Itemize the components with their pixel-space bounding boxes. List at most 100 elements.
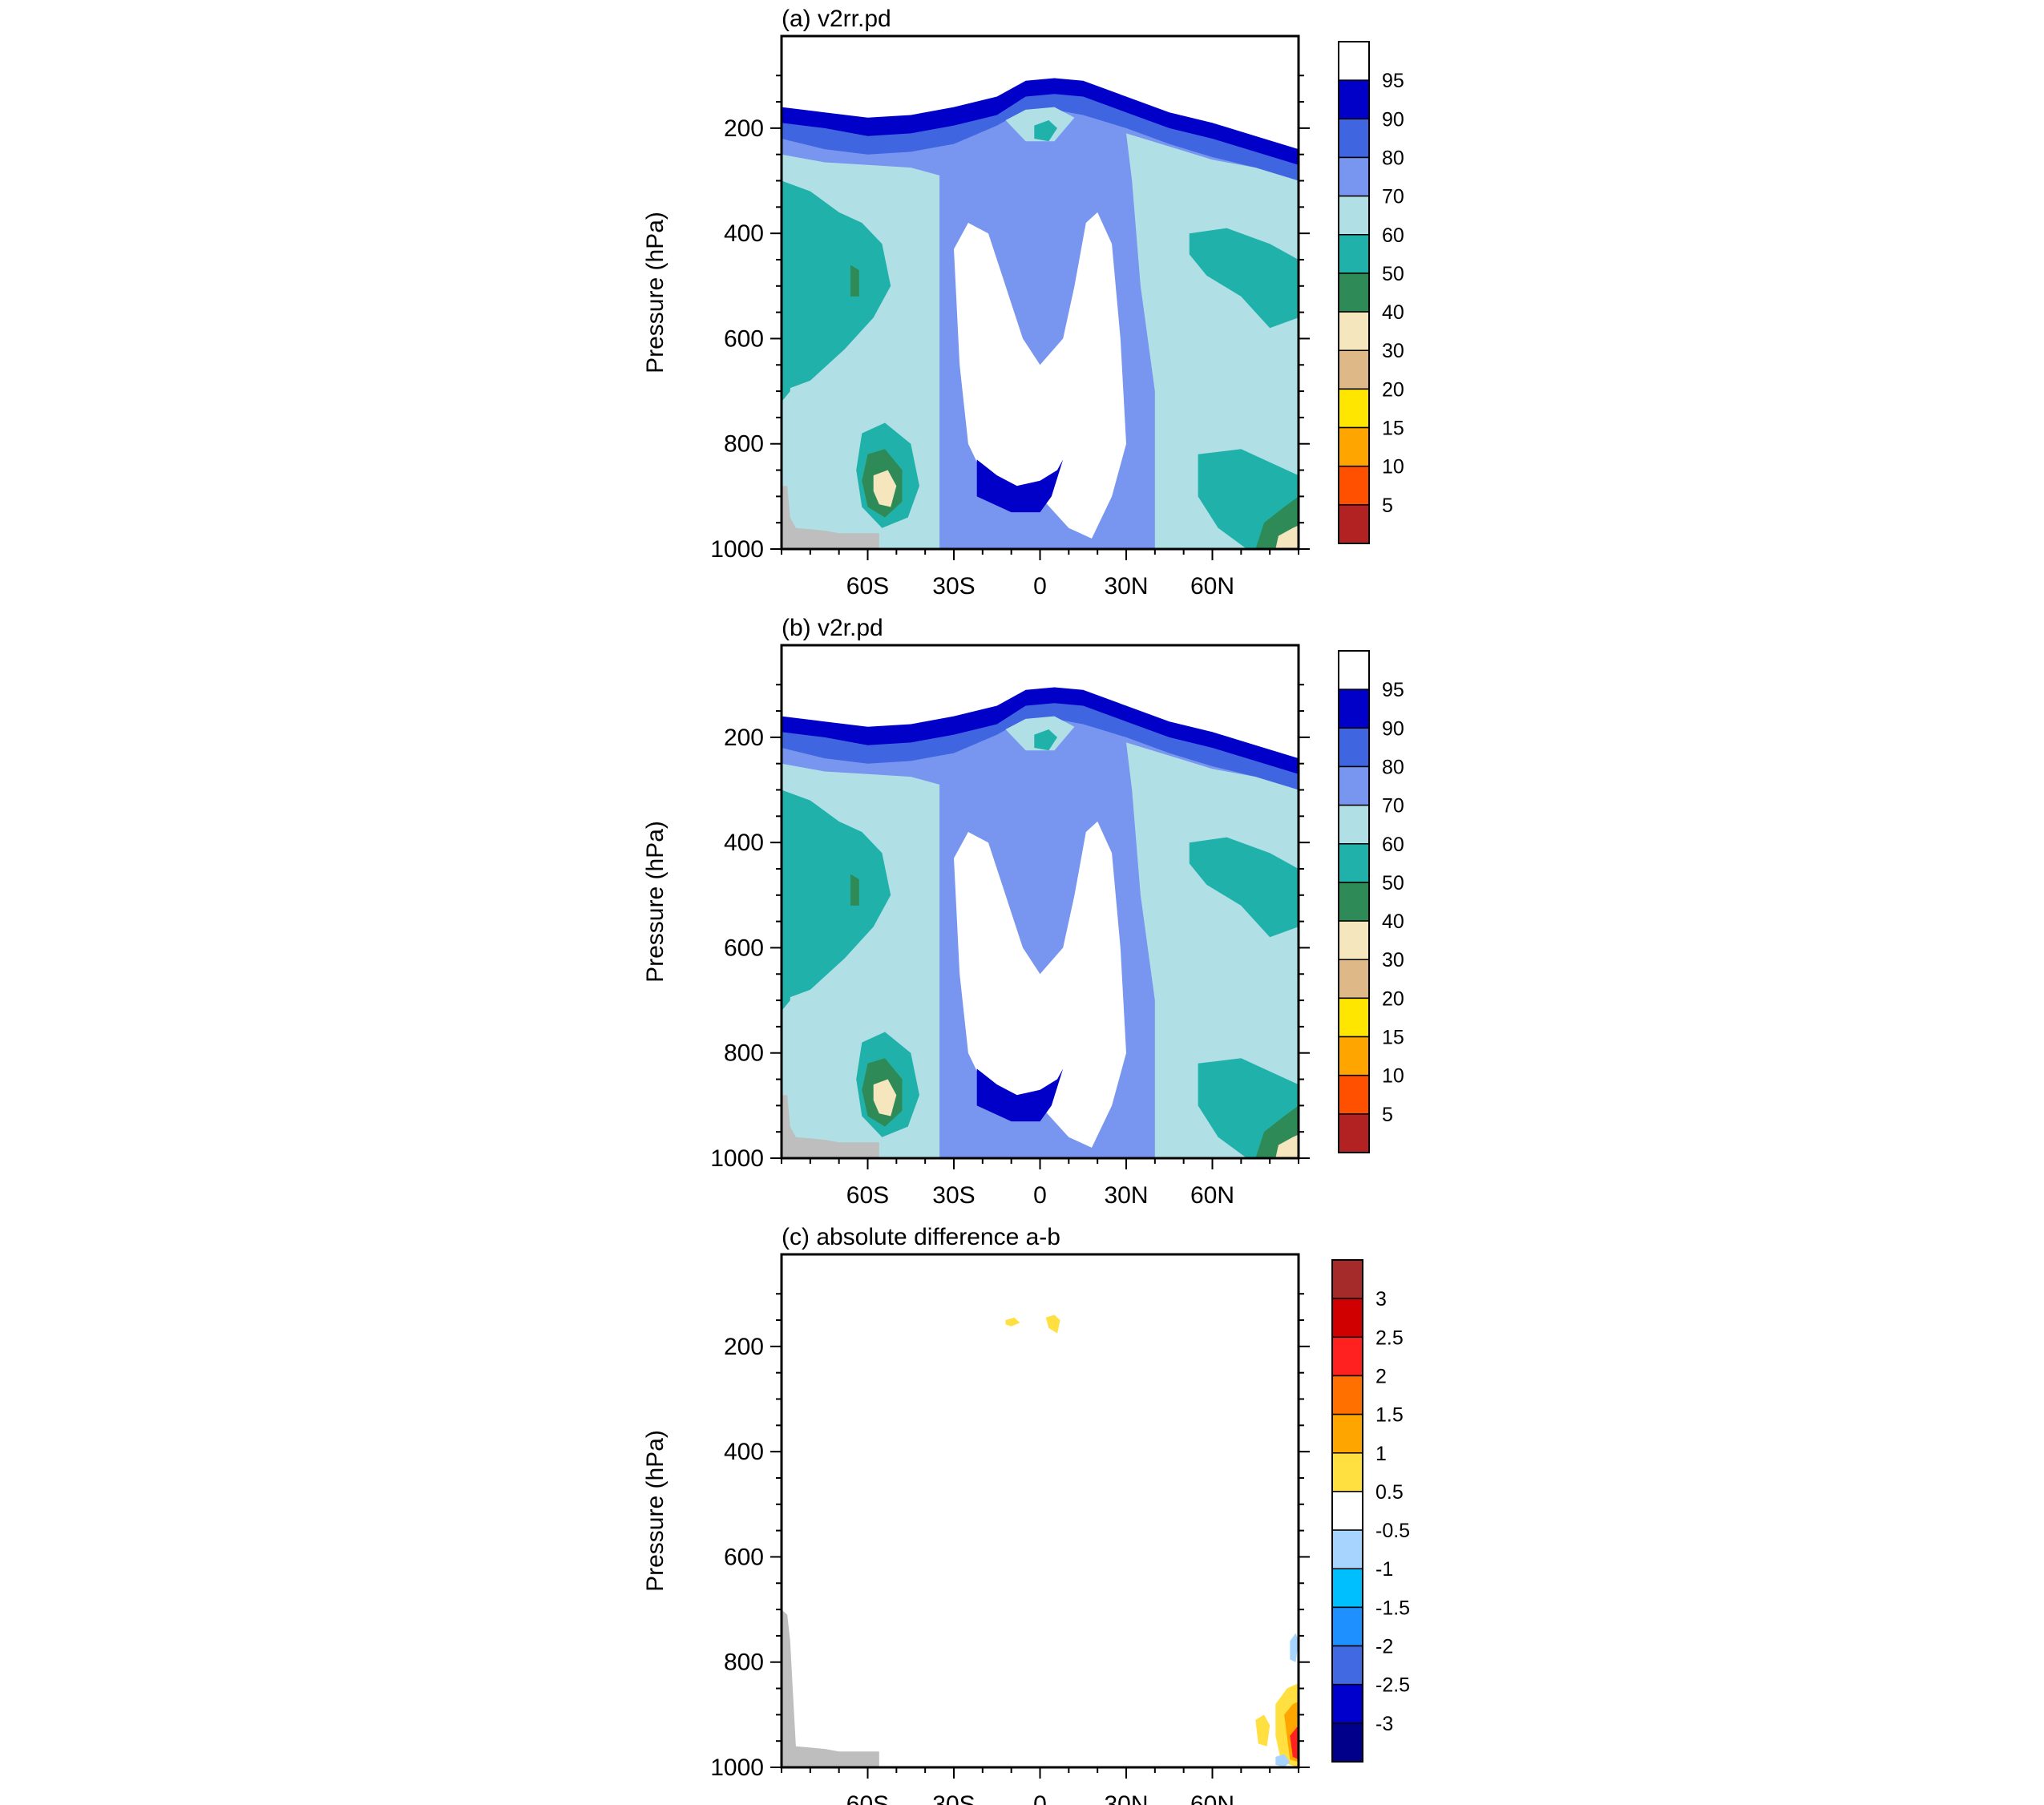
colorbar-label: 95 [1382,70,1404,92]
colorbar-label: 70 [1382,795,1404,818]
colorbar-swatch [1331,1606,1363,1647]
colorbar-swatch [1338,195,1370,236]
colorbar-swatch [1331,1568,1363,1609]
contour-level [1275,525,1299,549]
colorbar-swatch [1331,1645,1363,1686]
contour-field [782,78,1299,549]
colorbar-frame [1338,650,1370,1153]
colorbar-swatch [1338,426,1370,467]
contour-field [782,687,1299,1158]
colorbar-label: 80 [1382,147,1404,170]
topography-mask [782,486,879,549]
y-tick-label: 200 [724,115,764,142]
colorbar-label: 20 [1382,987,1404,1010]
x-tick-label: 60S [846,1791,889,1805]
y-tick-label: 1000 [710,536,764,563]
contour-level [782,789,891,1001]
panel-b: (b) v2r.pd 200 400 600 800 1000 60S 30S 0 30N 60N P… [642,615,1404,1209]
y-tick-label: 1000 [710,1145,764,1172]
colorbar-swatch [1338,41,1370,81]
colorbar-swatch [1331,1722,1363,1763]
panel-a: (a) v2rr.pd 200 400 600 800 1000 60S 30S 0 30N 60N… [642,6,1404,600]
colorbar-swatch [1338,650,1370,690]
colorbar-label: 90 [1382,108,1404,131]
x-tick-label: 30S [932,573,975,600]
colorbar-label: 2.5 [1375,1326,1404,1349]
colorbar: 3 2.5 2 1.5 1 0.5 -0.5 -1 -1.5 -2 -2.5 -3 [1331,1259,1410,1763]
colorbar-swatch [1338,843,1370,883]
colorbar-label: 40 [1382,911,1404,933]
x-tick-label: 0 [1033,1791,1047,1805]
colorbar-swatch [1338,156,1370,197]
colorbar-label: 70 [1382,186,1404,208]
panel-title: (c) absolute difference a-b [782,1224,1060,1250]
colorbar-swatch [1338,765,1370,806]
colorbar-label: 1 [1375,1443,1387,1465]
colorbar-label: 5 [1382,495,1393,517]
contour-level [1005,1317,1020,1326]
colorbar-label: 60 [1382,224,1404,247]
x-tick-label: 60N [1190,1791,1234,1805]
colorbar-swatch [1331,1259,1363,1299]
contour-level [954,212,1126,539]
colorbar-swatch [1338,118,1370,159]
x-tick-label: 0 [1033,1182,1047,1209]
x-tick-label: 0 [1033,573,1047,600]
x-tick-label: 30N [1104,1182,1148,1209]
contour-level [1189,837,1299,938]
y-axis-label: Pressure (hPa) [642,212,669,374]
colorbar-swatch [1338,882,1370,922]
colorbar: 5 10 15 20 30 40 50 60 70 80 90 95 [1338,41,1404,544]
colorbar-label: 15 [1382,1027,1404,1049]
colorbar-swatch [1331,1413,1363,1454]
colorbar-swatch [1338,234,1370,274]
x-tick-label: 30N [1104,573,1148,600]
y-tick-label: 1000 [710,1755,764,1781]
contour-level [1275,1754,1291,1767]
contour-level [782,180,891,392]
contour-level [1034,120,1057,142]
x-tick-label: 30S [932,1791,975,1805]
contour-level [782,894,790,1012]
colorbar-swatch [1338,504,1370,544]
x-tick-label: 60N [1190,573,1234,600]
colorbar-swatch [1338,688,1370,729]
contour-level [976,1068,1064,1122]
colorbar-label: 10 [1382,456,1404,479]
colorbar-label: 40 [1382,301,1404,324]
contour-level [782,285,790,402]
x-tick-label: 60N [1190,1182,1234,1209]
colorbar-swatch [1331,1529,1363,1569]
colorbar-label: 2 [1375,1365,1387,1387]
contour-level [976,459,1064,513]
plot-frame [780,1253,1300,1769]
colorbar-swatch [1338,1113,1370,1153]
contour-level [1126,133,1299,549]
colorbar-swatch [1338,349,1370,390]
colorbar-swatch [1338,727,1370,768]
contour-level [850,874,859,906]
colorbar-swatch [1338,273,1370,313]
y-tick-label: 400 [724,1439,764,1465]
colorbar-label: -2.5 [1375,1674,1410,1697]
colorbar-frame [1338,41,1370,544]
y-tick-label: 200 [724,725,764,751]
colorbar-swatch [1338,465,1370,506]
colorbar-label: -1.5 [1375,1597,1410,1619]
y-tick-label: 200 [724,1334,764,1360]
x-tick-label: 30N [1104,1791,1148,1805]
contour-field [782,1314,1299,1767]
contour-level [850,264,859,297]
colorbar-swatch [1331,1375,1363,1415]
x-tick-label: 60S [846,573,889,600]
colorbar-label: -3 [1375,1713,1393,1735]
contour-level [1290,1633,1299,1662]
colorbar-label: 20 [1382,378,1404,401]
colorbar-swatch [1338,804,1370,845]
contour-level [1275,1134,1299,1158]
colorbar-swatch [1338,959,1370,999]
contour-level [873,470,897,507]
x-tick-label: 60S [846,1182,889,1209]
colorbar-label: 30 [1382,340,1404,362]
